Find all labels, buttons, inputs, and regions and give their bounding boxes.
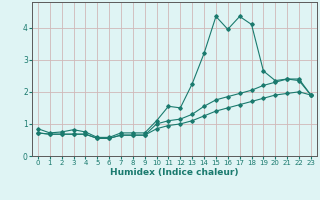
X-axis label: Humidex (Indice chaleur): Humidex (Indice chaleur) — [110, 168, 239, 177]
